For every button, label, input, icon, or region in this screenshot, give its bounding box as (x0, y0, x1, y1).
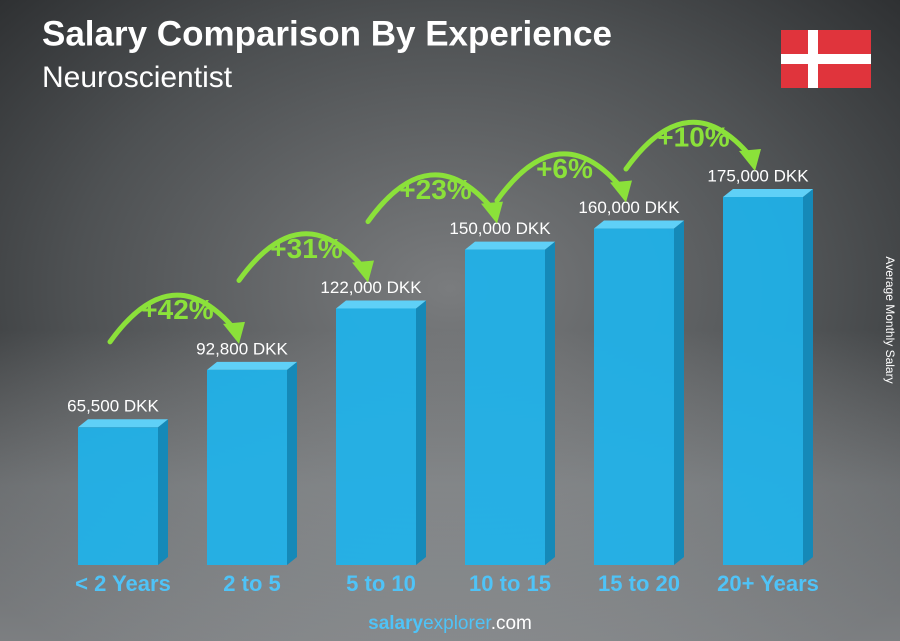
change-label: +23% (399, 174, 471, 205)
change-label: +31% (270, 233, 342, 264)
bar-top (723, 189, 813, 197)
change-arrowhead (739, 149, 761, 171)
x-tick-label: 2 to 5 (223, 571, 280, 596)
bar (723, 197, 803, 565)
source-part: salary (368, 613, 423, 634)
change-label: +6% (536, 153, 593, 184)
bar-top (336, 300, 426, 309)
change-label: +10% (657, 121, 729, 152)
value-label: 65,500 DKK (67, 397, 159, 416)
bar-top (78, 419, 168, 428)
bar (78, 427, 158, 565)
change-arrowhead (610, 180, 632, 203)
change-arrow (236, 231, 367, 283)
x-tick-label: 15 to 20 (598, 571, 680, 596)
bar-top (465, 241, 555, 250)
x-tick-label: < 2 Years (75, 571, 171, 596)
value-label: 92,800 DKK (196, 339, 288, 358)
x-tick-label: 20+ Years (717, 571, 819, 596)
source-part: explorer (423, 613, 492, 634)
chart-subtitle: Neuroscientist (42, 61, 233, 94)
change-arrow (494, 151, 625, 204)
bar-top (207, 361, 297, 370)
chart-title: Salary Comparison By Experience (42, 14, 612, 53)
bar-top (594, 220, 684, 229)
bar (336, 308, 416, 565)
bar-side (416, 300, 426, 565)
bar (207, 369, 287, 565)
change-arrowhead (481, 201, 503, 224)
bar-side (674, 220, 684, 566)
change-arrow (623, 119, 754, 172)
x-tick-label: 5 to 10 (346, 571, 416, 596)
value-label: 122,000 DKK (320, 278, 422, 297)
bar-side (803, 189, 813, 565)
value-label: 175,000 DKK (707, 166, 809, 185)
x-tick-label: 10 to 15 (469, 571, 551, 596)
source: salaryexplorer.com (368, 613, 532, 634)
change-label: +42% (141, 294, 213, 325)
change-arrowhead (223, 321, 245, 344)
bar-side (158, 419, 168, 565)
bar-side (545, 241, 555, 566)
value-label: 150,000 DKK (449, 219, 551, 238)
change-arrow (107, 292, 238, 345)
bar-side (287, 361, 297, 565)
bar (465, 249, 545, 566)
value-label: 160,000 DKK (578, 198, 680, 217)
y-axis-label: Average Monthly Salary (883, 256, 897, 383)
bar (594, 228, 674, 566)
flag (781, 30, 871, 88)
change-arrow (365, 172, 496, 225)
change-arrowhead (352, 260, 374, 283)
source-part: .com (491, 613, 532, 634)
